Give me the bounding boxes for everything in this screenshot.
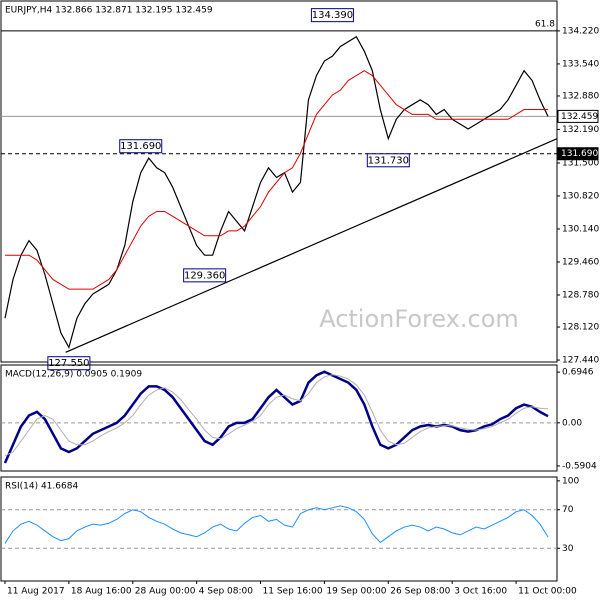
price-label: 131.690 <box>561 149 598 159</box>
panel-frame <box>0 0 558 363</box>
annotation-box <box>366 153 410 168</box>
x-tick-label: 28 Aug 00:00 <box>135 587 196 597</box>
panel-frame <box>0 364 558 472</box>
x-tick-label: 18 Aug 16:00 <box>71 587 132 597</box>
price-label-box <box>557 147 599 161</box>
y-tick-label: 30 <box>562 544 574 554</box>
series-line <box>4 70 549 290</box>
y-tick-label: 0.00 <box>562 418 582 428</box>
y-tick-label: 132.880 <box>562 91 599 101</box>
x-tick-label: 11 Sep 16:00 <box>263 587 323 597</box>
y-tick-label: 100 <box>562 476 579 486</box>
y-tick-label: 132.190 <box>562 125 599 135</box>
panel-title: RSI(14) 41.6684 <box>5 482 78 492</box>
x-tick-label: 4 Sep 08:00 <box>199 587 254 597</box>
panel-frame <box>0 476 558 582</box>
annotation-label: 129.360 <box>184 270 225 281</box>
y-tick-label: -0.5904 <box>562 461 597 471</box>
annotation-label: 127.550 <box>48 358 89 369</box>
price-label-box <box>557 109 599 123</box>
y-tick-label: 134.220 <box>562 26 599 36</box>
annotation-box <box>119 139 163 154</box>
annotation-label: 134.390 <box>312 10 353 21</box>
y-tick-label: 130.820 <box>562 191 599 201</box>
y-tick-label: 0.6946 <box>562 368 594 378</box>
y-tick-label: 130.140 <box>562 224 599 234</box>
price-label: 132.459 <box>561 112 598 122</box>
y-tick-label: 128.120 <box>562 323 599 333</box>
trendline <box>65 138 558 353</box>
annotation-box <box>47 356 91 371</box>
y-tick-label: 131.500 <box>562 158 599 168</box>
y-tick-label: 129.460 <box>562 257 599 267</box>
series-line <box>4 374 549 457</box>
x-tick-label: 11 Aug 2017 <box>7 587 65 597</box>
watermark: ActionForex.com <box>319 305 519 333</box>
x-tick-label: 11 Oct 00:00 <box>518 587 577 597</box>
panel-title: EURJPY,H4 132.866 132.871 132.195 132.45… <box>5 6 213 16</box>
x-tick-label: 3 Oct 16:00 <box>454 587 507 597</box>
annotation-box <box>183 268 227 283</box>
panel-title: MACD(12,26,9) 0.0905 0.1909 <box>5 370 142 380</box>
annotation-box <box>310 8 354 23</box>
series-line <box>4 35 549 350</box>
x-tick-label: 26 Sep 08:00 <box>390 587 450 597</box>
annotation-label: 131.730 <box>368 155 409 166</box>
series-line <box>4 505 549 544</box>
annotation-label: 131.690 <box>120 141 161 152</box>
y-tick-label: 133.540 <box>562 59 599 69</box>
line-label: 61.8 <box>535 19 555 29</box>
x-tick-label: 19 Sep 00:00 <box>326 587 386 597</box>
y-tick-label: 127.440 <box>562 356 599 366</box>
y-tick-label: 70 <box>562 505 574 515</box>
series-line <box>3 370 549 464</box>
y-tick-label: 128.780 <box>562 291 599 301</box>
